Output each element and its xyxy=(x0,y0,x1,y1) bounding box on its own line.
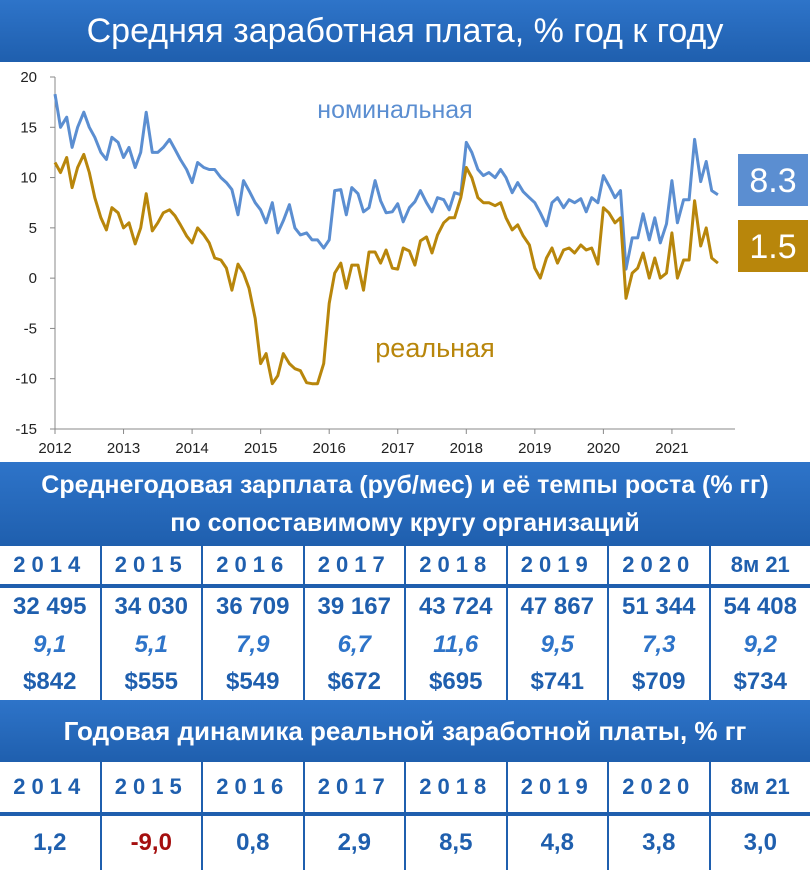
usd-value: $734 xyxy=(710,664,810,700)
line-chart: 20 15 10 5 0 -5 -10 -15 2012 2013 2014 2015 2016 2017… xyxy=(0,62,810,462)
usd-value: $695 xyxy=(406,664,508,700)
table2-year: 2020 xyxy=(609,762,711,812)
table2-year: 2017 xyxy=(304,762,406,812)
table2-year: 2015 xyxy=(101,762,203,812)
table1-heading-line1: Среднегодовая зарплата (руб/мес) и её те… xyxy=(41,471,769,499)
nominal-end-badge xyxy=(738,154,808,206)
table1-year: 2020 xyxy=(609,546,711,584)
growth-value: 6,7 xyxy=(304,626,406,664)
growth-value: 9,2 xyxy=(710,626,810,664)
y-tick-label: 15 xyxy=(20,119,37,136)
real-wage-value: 0,8 xyxy=(203,816,305,870)
table1-year: 2017 xyxy=(304,546,406,584)
usd-value: $672 xyxy=(304,664,406,700)
real-wage-value: 1,2 xyxy=(0,816,102,870)
table2-divider xyxy=(0,812,810,816)
table1-year: 2018 xyxy=(406,546,508,584)
table2-year: 8м 21 xyxy=(710,762,810,812)
table2-year: 2019 xyxy=(507,762,609,812)
y-tick-label: 5 xyxy=(29,220,37,237)
growth-value: 9,1 xyxy=(0,626,102,664)
x-tick-label: 2014 xyxy=(175,440,208,457)
real-series-label: реальная xyxy=(375,333,494,363)
wage-value: 36 709 xyxy=(203,588,305,626)
table1-years-row: 2014 2015 2016 2017 2018 2019 2020 8м 21 xyxy=(0,546,810,584)
table2-values-row: 1,2 -9,0 0,8 2,9 8,5 4,8 3,8 3,0 xyxy=(0,816,810,870)
table2-years-row: 2014 2015 2016 2017 2018 2019 2020 8м 21 xyxy=(0,762,810,812)
x-tick-label: 2012 xyxy=(38,440,71,457)
nominal-series-line xyxy=(53,93,719,271)
real-wage-value: 3,8 xyxy=(609,816,711,870)
usd-value: $709 xyxy=(609,664,711,700)
table1-heading: Среднегодовая зарплата (руб/мес) и её те… xyxy=(0,462,810,546)
y-tick-label: 0 xyxy=(29,270,37,287)
page-title: Средняя заработная плата, % год к году xyxy=(0,0,810,62)
table2-year: 2014 xyxy=(0,762,102,812)
table1-year: 2016 xyxy=(203,546,305,584)
table1-year: 2015 xyxy=(101,546,203,584)
growth-value: 5,1 xyxy=(101,626,203,664)
y-tick-label: -5 xyxy=(24,320,37,337)
growth-value: 9,5 xyxy=(507,626,609,664)
x-tick-label: 2020 xyxy=(587,440,620,457)
table1-heading-line2: по сопоставимому кругу организаций xyxy=(170,509,640,537)
usd-value: $549 xyxy=(203,664,305,700)
x-tick-label: 2015 xyxy=(244,440,277,457)
wage-value: 39 167 xyxy=(304,588,406,626)
x-tick-label: 2016 xyxy=(313,440,346,457)
usd-value: $842 xyxy=(0,664,102,700)
growth-value: 7,3 xyxy=(609,626,711,664)
wage-value: 43 724 xyxy=(406,588,508,626)
wage-value: 54 408 xyxy=(710,588,810,626)
growth-value: 7,9 xyxy=(203,626,305,664)
x-tick-label: 2021 xyxy=(655,440,688,457)
real-wage-value: 2,9 xyxy=(304,816,406,870)
real-wage-value: 8,5 xyxy=(406,816,508,870)
real-wage-value: -9,0 xyxy=(101,816,203,870)
x-tick-label: 2019 xyxy=(518,440,551,457)
nominal-end-value: 8.3 xyxy=(749,162,796,200)
real-end-value: 1.5 xyxy=(749,228,796,266)
table2-year: 2016 xyxy=(203,762,305,812)
y-tick-label: -10 xyxy=(15,371,37,388)
y-tick-label: -15 xyxy=(15,421,37,438)
real-end-badge xyxy=(738,220,808,272)
table1-growth-row: 9,1 5,1 7,9 6,7 11,6 9,5 7,3 9,2 xyxy=(0,626,810,664)
real-wage-value: 3,0 xyxy=(710,816,810,870)
table1-divider xyxy=(0,584,810,588)
table2-heading: Годовая динамика реальной заработной пла… xyxy=(0,700,810,762)
table1-usd-row: $842 $555 $549 $672 $695 $741 $709 $734 xyxy=(0,664,810,700)
real-wage-value: 4,8 xyxy=(507,816,609,870)
x-tick-label: 2017 xyxy=(381,440,414,457)
table1-year: 2014 xyxy=(0,546,102,584)
x-tick-label: 2013 xyxy=(107,440,140,457)
table1-year: 8м 21 xyxy=(710,546,810,584)
x-tick-label: 2018 xyxy=(450,440,483,457)
y-tick-label: 20 xyxy=(20,69,37,86)
table1-year: 2019 xyxy=(507,546,609,584)
real-series-line xyxy=(53,152,719,386)
table1-wages-row: 32 495 34 030 36 709 39 167 43 724 47 86… xyxy=(0,588,810,626)
table2-year: 2018 xyxy=(406,762,508,812)
wage-value: 32 495 xyxy=(0,588,102,626)
wage-value: 47 867 xyxy=(507,588,609,626)
nominal-series-label: номинальная xyxy=(317,96,472,124)
wage-value: 51 344 xyxy=(609,588,711,626)
wage-value: 34 030 xyxy=(101,588,203,626)
usd-value: $741 xyxy=(507,664,609,700)
growth-value: 11,6 xyxy=(406,626,508,664)
y-tick-label: 10 xyxy=(20,170,37,187)
usd-value: $555 xyxy=(101,664,203,700)
